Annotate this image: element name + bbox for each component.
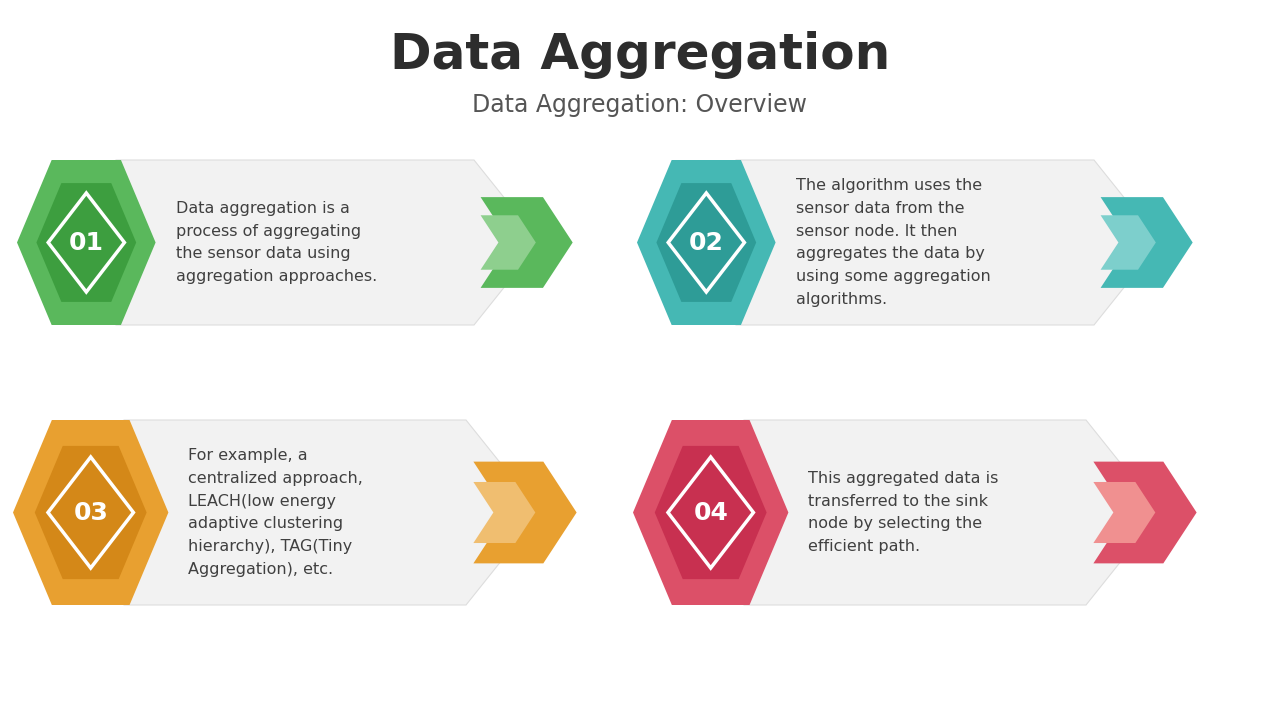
Polygon shape bbox=[1101, 215, 1156, 270]
Text: Data Aggregation: Data Aggregation bbox=[390, 31, 890, 79]
Polygon shape bbox=[669, 160, 1160, 325]
Polygon shape bbox=[669, 420, 1160, 605]
Polygon shape bbox=[637, 160, 776, 325]
Polygon shape bbox=[36, 183, 136, 302]
Polygon shape bbox=[668, 457, 754, 568]
Polygon shape bbox=[474, 482, 535, 543]
Polygon shape bbox=[49, 193, 124, 292]
Polygon shape bbox=[50, 420, 540, 605]
Polygon shape bbox=[668, 193, 745, 292]
Polygon shape bbox=[1093, 482, 1156, 543]
Polygon shape bbox=[35, 446, 147, 579]
Text: Data Aggregation: Overview: Data Aggregation: Overview bbox=[472, 93, 808, 117]
Polygon shape bbox=[47, 457, 133, 568]
Text: This aggregated data is
transferred to the sink
node by selecting the
efficient : This aggregated data is transferred to t… bbox=[809, 471, 998, 554]
Polygon shape bbox=[655, 446, 767, 579]
Text: 04: 04 bbox=[694, 500, 728, 524]
Text: The algorithm uses the
sensor data from the
sensor node. It then
aggregates the : The algorithm uses the sensor data from … bbox=[796, 178, 991, 307]
Text: 02: 02 bbox=[689, 230, 723, 254]
Text: For example, a
centralized approach,
LEACH(low energy
adaptive clustering
hierar: For example, a centralized approach, LEA… bbox=[188, 448, 364, 577]
Polygon shape bbox=[1093, 462, 1197, 563]
Text: Data aggregation is a
process of aggregating
the sensor data using
aggregation a: Data aggregation is a process of aggrega… bbox=[175, 201, 376, 284]
Polygon shape bbox=[50, 160, 540, 325]
Polygon shape bbox=[17, 160, 156, 325]
Text: 03: 03 bbox=[73, 500, 108, 524]
Polygon shape bbox=[474, 462, 576, 563]
Polygon shape bbox=[634, 420, 788, 605]
Polygon shape bbox=[657, 183, 756, 302]
Polygon shape bbox=[480, 197, 572, 288]
Polygon shape bbox=[1101, 197, 1193, 288]
Text: 01: 01 bbox=[69, 230, 104, 254]
Polygon shape bbox=[480, 215, 536, 270]
Polygon shape bbox=[13, 420, 169, 605]
